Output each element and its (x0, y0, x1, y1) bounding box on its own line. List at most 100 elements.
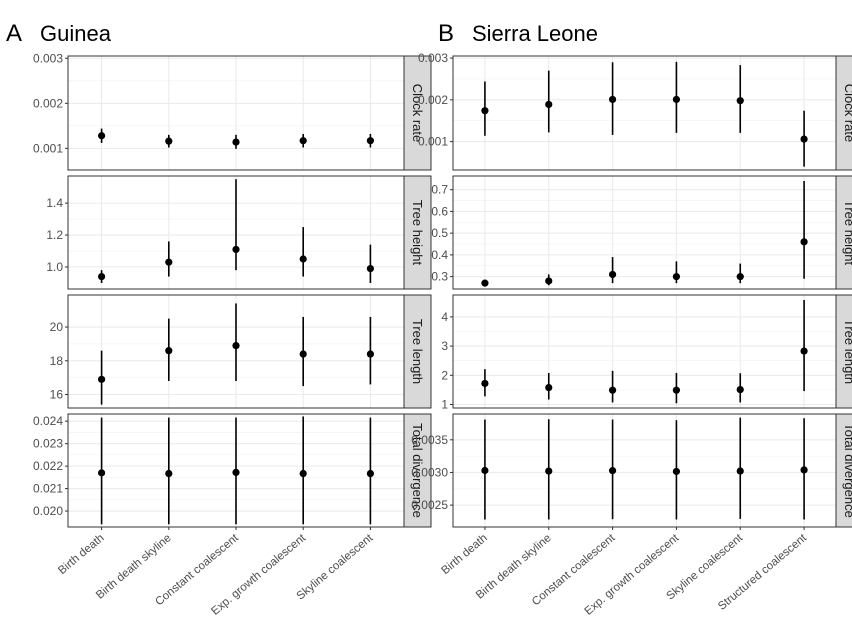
facet-clock-rate: 0.001 0.002 0.003 Clock rate (418, 51, 852, 171)
facet-strip (403, 413, 432, 528)
data-point (165, 137, 173, 145)
y-tick-label: 0.021 (33, 482, 63, 496)
y-tick-label: 0.0025 (411, 498, 448, 512)
data-point (481, 379, 489, 388)
x-tick-label: Birth death (56, 532, 106, 577)
y-tick-label: 1.4 (46, 196, 63, 210)
data-point (672, 95, 681, 104)
data-point (608, 95, 617, 104)
facet-tree-height: 1.0 1.2 1.4 Tree height (46, 175, 432, 290)
facet-background (453, 295, 836, 408)
y-tick-label: 4 (441, 310, 448, 324)
y-tick-label: 1.2 (46, 228, 63, 242)
facet-strip-label: Tree length (410, 319, 425, 384)
data-point (736, 386, 744, 394)
data-point (232, 341, 240, 350)
data-point (232, 245, 240, 254)
facet-tree-length: 16 18 20 Tree length (50, 294, 432, 409)
y-tick-label: 18 (50, 354, 64, 368)
facet-total-divergence: 0.020 0.021 0.022 0.023 0.024 Total divergenc… (33, 413, 432, 618)
data-point (545, 383, 553, 392)
panel-title: Guinea (40, 21, 112, 46)
y-tick-label: 0.002 (33, 96, 63, 110)
facet-clock-rate: 0.001 0.002 0.003 Clock rate (33, 51, 432, 171)
y-tick-label: 0.022 (33, 459, 63, 473)
y-tick-label: 0.023 (33, 437, 63, 451)
y-tick-label: 16 (50, 388, 64, 402)
panel-sierra-leone: B Sierra Leone 0.001 0.002 0.003 Clock rate… (411, 20, 852, 618)
facet-strip-label: Total divergence (410, 423, 425, 518)
y-tick-label: 0.6 (431, 204, 448, 218)
y-tick-label: 0.001 (33, 141, 63, 155)
data-point (608, 467, 617, 475)
data-point (98, 272, 106, 281)
facet-background (453, 56, 836, 170)
panel-guinea: A Guinea 0.001 0.002 0.003 Clock rate 1.0 1.2… (6, 20, 432, 618)
data-point (481, 279, 489, 287)
data-point (800, 347, 808, 355)
data-point (481, 466, 489, 475)
data-point (545, 277, 553, 285)
data-point (608, 386, 617, 394)
data-point (366, 469, 374, 478)
data-point (672, 467, 681, 476)
y-tick-label: 0.0030 (411, 465, 448, 479)
y-tick-label: 0.003 (33, 51, 63, 65)
data-point (800, 238, 808, 246)
plot-area: 0.001 0.002 0.003 Clock rate 1.0 1.2 1.4 Tree h… (33, 51, 432, 618)
data-point (299, 255, 307, 263)
data-point (232, 468, 240, 477)
y-tick-label: 0.7 (431, 183, 448, 197)
data-point (736, 97, 744, 105)
data-point (165, 258, 173, 266)
facet-strip (403, 55, 432, 171)
data-point (165, 347, 173, 355)
data-point (366, 350, 374, 358)
data-point (672, 386, 681, 394)
y-tick-label: 0.002 (418, 93, 448, 107)
facet-strip (835, 413, 852, 528)
facet-tree-height: 0.3 0.4 0.5 0.6 0.7 Tree height (431, 175, 852, 290)
data-point (736, 273, 744, 281)
plot-area: 0.001 0.002 0.003 Clock rate 0.3 0.4 0.5 0.6 0.7… (411, 51, 852, 618)
data-point (545, 100, 553, 109)
data-point (800, 135, 808, 143)
y-tick-label: 0.001 (418, 135, 448, 149)
y-tick-label: 0.0035 (411, 433, 448, 447)
y-tick-label: 0.020 (33, 504, 63, 518)
data-point (98, 375, 106, 383)
data-point (98, 469, 106, 477)
data-point (98, 132, 106, 140)
data-point (165, 469, 173, 478)
y-tick-label: 20 (50, 320, 64, 334)
data-point (608, 270, 617, 279)
data-point (366, 137, 374, 145)
data-point (299, 350, 307, 358)
y-tick-label: 2 (441, 368, 448, 382)
facet-strip (403, 175, 432, 290)
facet-strip (835, 294, 852, 409)
panel-label: B (438, 20, 454, 47)
y-tick-label: 0.024 (33, 414, 63, 428)
facet-strip (835, 175, 852, 290)
y-tick-label: 1 (441, 397, 448, 411)
facet-strip-label: Tree length (842, 319, 852, 384)
data-point (800, 466, 808, 474)
data-point (736, 467, 744, 475)
panel-label: A (6, 20, 22, 47)
y-tick-label: 0.4 (431, 248, 448, 262)
data-point (366, 264, 374, 273)
facet-strip (835, 55, 852, 171)
facet-strip-label: Tree height (842, 200, 852, 266)
facet-strip-label: Total divergence (842, 423, 852, 518)
y-tick-label: 0.003 (418, 51, 448, 65)
y-tick-label: 1.0 (46, 260, 63, 274)
facet-tree-length: 1 2 3 4 Tree length (441, 294, 852, 411)
data-point (299, 137, 307, 145)
panel-title: Sierra Leone (472, 21, 598, 46)
data-point (299, 469, 307, 478)
facet-strip-label: Clock rate (842, 84, 852, 143)
data-point (672, 273, 681, 281)
